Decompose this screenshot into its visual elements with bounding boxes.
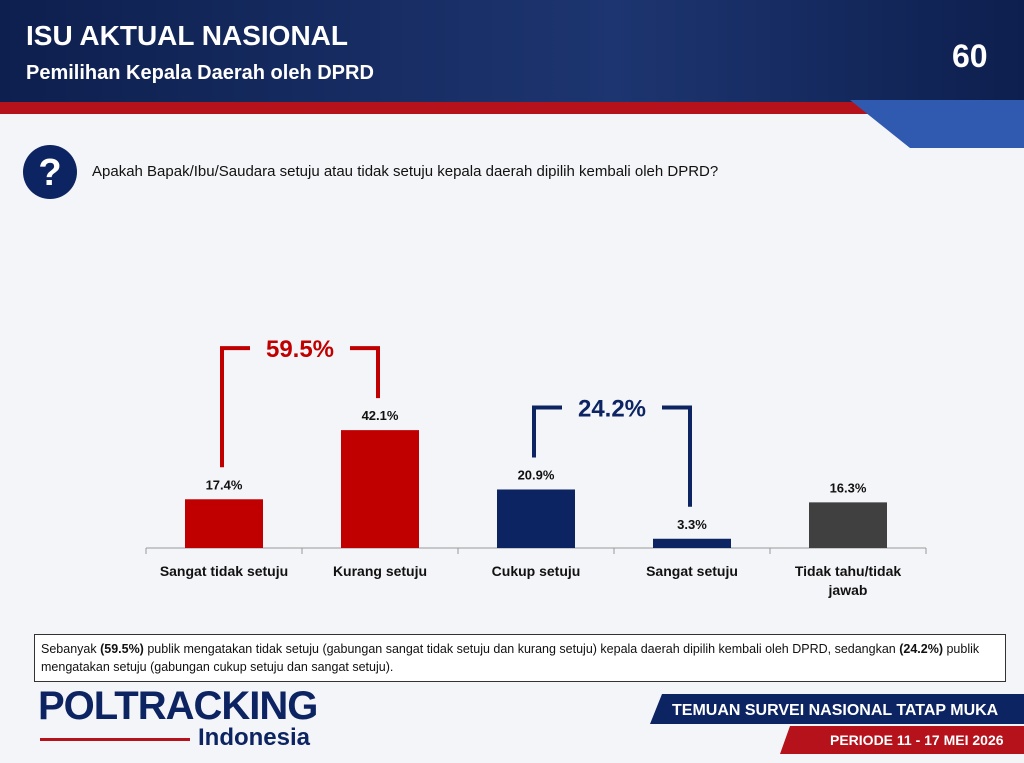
header-stripe: [0, 102, 870, 114]
bar: [653, 538, 731, 548]
logo-line: [40, 738, 190, 741]
header-corner: [850, 100, 1024, 148]
title: ISU AKTUAL NASIONAL: [26, 20, 348, 51]
group-bracket: [532, 405, 692, 507]
note-text: (59.5%): [100, 642, 144, 656]
bar: [809, 502, 887, 548]
value-label: 20.9%: [518, 467, 555, 482]
logo-sub: Indonesia: [198, 724, 311, 751]
category-label: Sangat setuju: [646, 563, 738, 579]
chart: 17.4% 42.1% 20.9% 3.3% 16.3% 59.5% 24.2%: [145, 336, 927, 554]
note: Sebanyak (59.5%) publik mengatakan tidak…: [34, 634, 1006, 682]
bar: [341, 430, 419, 548]
bar: [185, 499, 263, 548]
group-label: 59.5%: [266, 336, 334, 363]
period-label: PERIODE 11 - 17 MEI 2026: [830, 732, 1004, 748]
category-label: Tidak tahu/tidak jawab: [794, 563, 902, 598]
subtitle: Pemilihan Kepala Daerah oleh DPRD: [26, 62, 374, 84]
question-icon: ?: [23, 145, 77, 199]
svg-text:?: ?: [38, 152, 61, 194]
note-text: publik mengatakan setuju (gabungan cukup…: [41, 642, 980, 674]
note-text: (24.2%): [899, 642, 943, 656]
value-label: 17.4%: [206, 477, 243, 492]
category-label: Kurang setuju: [332, 563, 428, 579]
page-number: 60: [952, 38, 988, 74]
group-label: 24.2%: [578, 395, 646, 422]
note-text: publik mengatakan tidak setuju (gabungan…: [143, 642, 900, 656]
value-label: 16.3%: [830, 480, 867, 495]
value-label: 3.3%: [677, 517, 707, 532]
question: Apakah Bapak/Ibu/Saudara setuju atau tid…: [92, 163, 719, 180]
category-label: Sangat tidak setuju: [159, 563, 289, 579]
value-label: 42.1%: [362, 408, 399, 423]
survey-label: TEMUAN SURVEI NASIONAL TATAP MUKA: [672, 702, 999, 719]
footer-bands: [650, 694, 1024, 754]
logo: POLTRACKING: [38, 684, 318, 728]
header-band: [0, 0, 1024, 102]
category-label: Cukup setuju: [491, 563, 581, 579]
note-text: Sebanyak: [41, 642, 101, 656]
group-bracket: [220, 346, 380, 468]
bar: [497, 489, 575, 548]
